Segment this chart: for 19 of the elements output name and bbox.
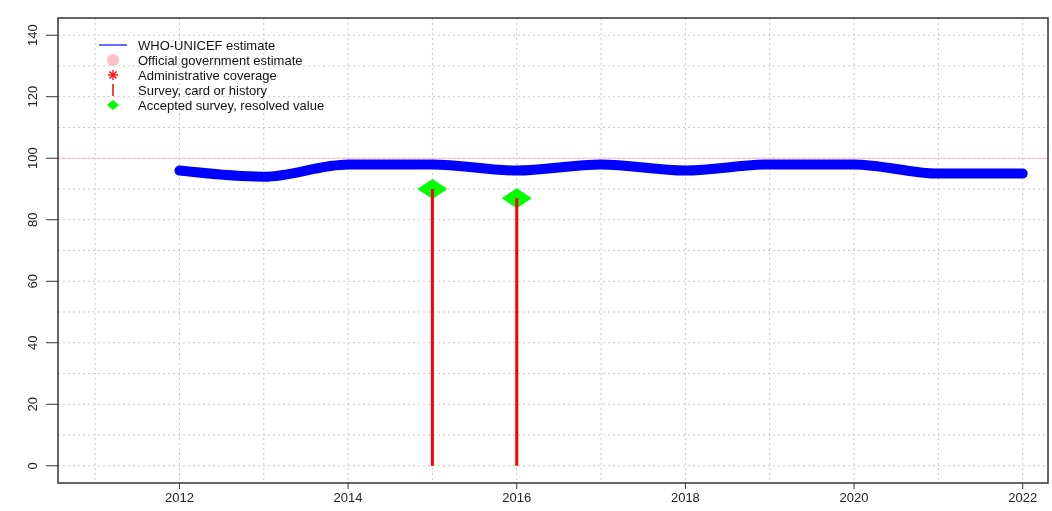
legend-label: Survey, card or history [138,82,268,98]
x-tick-label: 2018 [670,490,700,505]
x-tick-label: 2020 [839,490,869,505]
x-tick-label: 2012 [164,490,194,505]
y-tick-label: 0 [25,462,40,470]
y-tick-label: 20 [25,397,40,412]
x-tick-label: 2016 [502,490,532,505]
y-tick-label: 140 [25,24,40,47]
x-tick-label: 2014 [333,490,363,505]
legend-label: Official government estimate [138,52,303,68]
legend-label: WHO-UNICEF estimate [138,37,276,53]
x-tick-label: 2022 [1008,490,1038,505]
legend-label: Administrative coverage [138,67,277,83]
y-tick-label: 120 [25,85,40,108]
y-tick-label: 40 [25,335,40,350]
y-tick-label: 100 [25,147,40,170]
y-tick-label: 60 [25,274,40,289]
legend-label: Accepted survey, resolved value [138,97,325,113]
y-tick-label: 80 [25,212,40,227]
